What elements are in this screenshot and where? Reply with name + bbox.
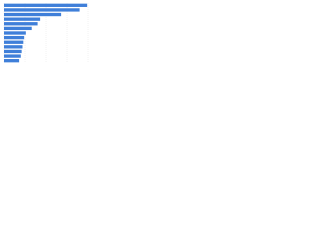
bar bbox=[4, 54, 21, 58]
bar bbox=[4, 35, 25, 40]
bar bbox=[4, 8, 80, 12]
bar bbox=[4, 22, 38, 26]
bar bbox=[4, 31, 26, 35]
bar bbox=[4, 12, 62, 17]
chart bbox=[3, 3, 89, 63]
bar bbox=[4, 59, 20, 63]
bar bbox=[4, 45, 23, 49]
bar bbox=[4, 3, 88, 7]
bar bbox=[4, 17, 41, 21]
bar bbox=[4, 26, 32, 31]
bar bbox=[4, 49, 22, 54]
bar bbox=[4, 40, 24, 44]
page: {"chart_data": {"type": "bar", "orientat… bbox=[0, 0, 320, 71]
